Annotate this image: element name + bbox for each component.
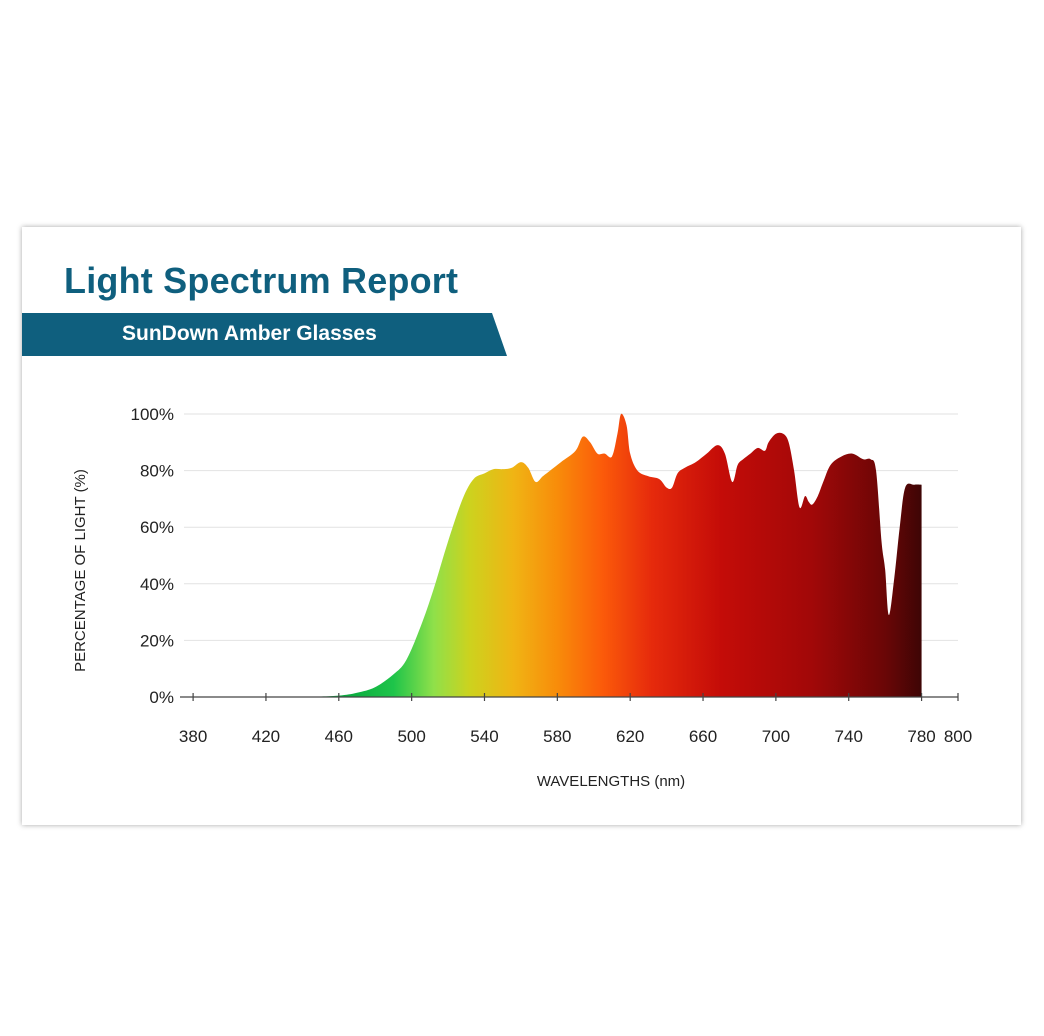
x-tick-label-380: 380 bbox=[179, 727, 207, 746]
y-tick-label-20: 20% bbox=[140, 631, 174, 650]
x-axis-label: WAVELENGTHS (nm) bbox=[537, 773, 685, 790]
y-tick-label-40: 40% bbox=[140, 575, 174, 594]
x-tick-label-620: 620 bbox=[616, 727, 644, 746]
subtitle-banner: SunDown Amber Glasses bbox=[22, 313, 507, 356]
x-tick-label-660: 660 bbox=[689, 727, 717, 746]
x-tick-label-420: 420 bbox=[252, 727, 280, 746]
y-axis-label: PERCENTAGE OF LIGHT (%) bbox=[72, 469, 89, 672]
spectrum-area bbox=[306, 413, 922, 697]
y-tick-label-100: 100% bbox=[131, 405, 174, 424]
x-tick-label-700: 700 bbox=[762, 727, 790, 746]
spectrum-chart: 380 420 460 500 540 580 620 660 700 740 780 800 0% 20… bbox=[72, 405, 972, 790]
y-tick-label-80: 80% bbox=[140, 462, 174, 481]
subtitle-text: SunDown Amber Glasses bbox=[122, 322, 377, 345]
page-title: Light Spectrum Report bbox=[64, 260, 459, 301]
x-tick-label-460: 460 bbox=[325, 727, 353, 746]
y-tick-label-60: 60% bbox=[140, 518, 174, 537]
x-tick-label-500: 500 bbox=[397, 727, 425, 746]
x-tick-label-740: 740 bbox=[835, 727, 863, 746]
x-tick-label-800: 800 bbox=[944, 727, 972, 746]
x-tick-label-540: 540 bbox=[470, 727, 498, 746]
x-tick-label-580: 580 bbox=[543, 727, 571, 746]
x-tick-label-780: 780 bbox=[907, 727, 935, 746]
y-tick-label-0: 0% bbox=[149, 688, 174, 707]
report-card: Light Spectrum Report SunDown Amber Glas… bbox=[22, 227, 1021, 825]
